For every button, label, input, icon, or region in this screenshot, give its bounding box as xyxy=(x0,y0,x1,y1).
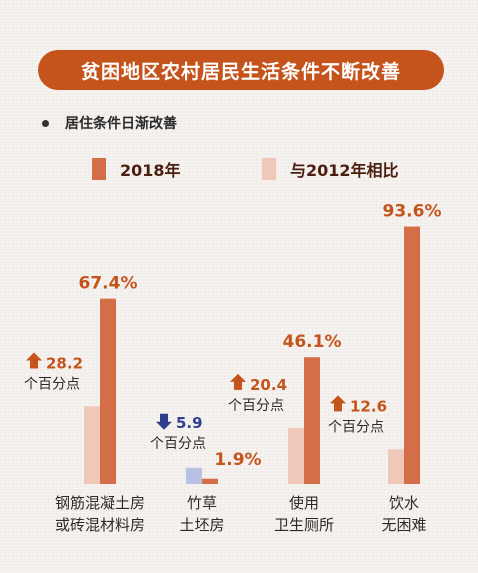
legend-item-compare: 与2012年相比 xyxy=(262,157,399,181)
category-label-line2: 卫生厕所 xyxy=(274,516,334,534)
bar-change xyxy=(186,467,202,484)
category-label-line1: 钢筋混凝土房 xyxy=(55,494,145,512)
subtitle-text: 居住条件日渐改善 xyxy=(65,116,177,132)
value-label: 46.1% xyxy=(283,332,342,352)
bar-change xyxy=(84,406,100,484)
legend-item-2018: 2018年 xyxy=(92,157,181,181)
change-value: 5.9 xyxy=(176,414,203,432)
change-value: 20.4 xyxy=(250,376,287,394)
legend-label-compare: 与2012年相比 xyxy=(290,161,399,180)
legend-swatch-compare xyxy=(262,158,276,180)
value-label: 93.6% xyxy=(383,202,442,222)
category-label-line1: 竹草 xyxy=(187,494,217,512)
value-label: 1.9% xyxy=(214,450,261,470)
page-title: 贫困地区农村居民生活条件不断改善 xyxy=(38,50,444,90)
category-label-line2: 土坯房 xyxy=(179,516,224,534)
subtitle-row: 居住条件日渐改善 xyxy=(42,113,177,133)
bullet-icon xyxy=(42,119,49,127)
page-title-text: 贫困地区农村居民生活条件不断改善 xyxy=(80,60,401,83)
change-unit: 个百分点 xyxy=(228,398,284,414)
bar-change xyxy=(288,427,304,484)
arrow-up-icon xyxy=(26,352,42,369)
bar-2018 xyxy=(202,478,218,484)
change-value: 28.2 xyxy=(46,354,83,372)
arrow-up-icon xyxy=(230,373,246,390)
legend-label-2018: 2018年 xyxy=(120,161,181,180)
change-unit: 个百分点 xyxy=(24,376,80,392)
change-unit: 个百分点 xyxy=(328,419,384,435)
arrow-down-icon xyxy=(156,413,172,430)
arrow-up-icon xyxy=(330,395,346,412)
category-label-line1: 使用 xyxy=(289,494,319,512)
category-label-line2: 无困难 xyxy=(381,516,426,534)
bar-2018 xyxy=(100,298,116,484)
legend-swatch-2018 xyxy=(92,158,106,180)
bar-2018 xyxy=(404,226,420,484)
value-label: 67.4% xyxy=(79,274,138,294)
bar-change xyxy=(388,449,404,484)
change-value: 12.6 xyxy=(350,397,387,415)
change-unit: 个百分点 xyxy=(150,436,206,452)
category-label-line1: 饮水 xyxy=(389,494,419,512)
category-label-line2: 或砖混材料房 xyxy=(55,516,145,534)
bar-2018 xyxy=(304,357,320,484)
